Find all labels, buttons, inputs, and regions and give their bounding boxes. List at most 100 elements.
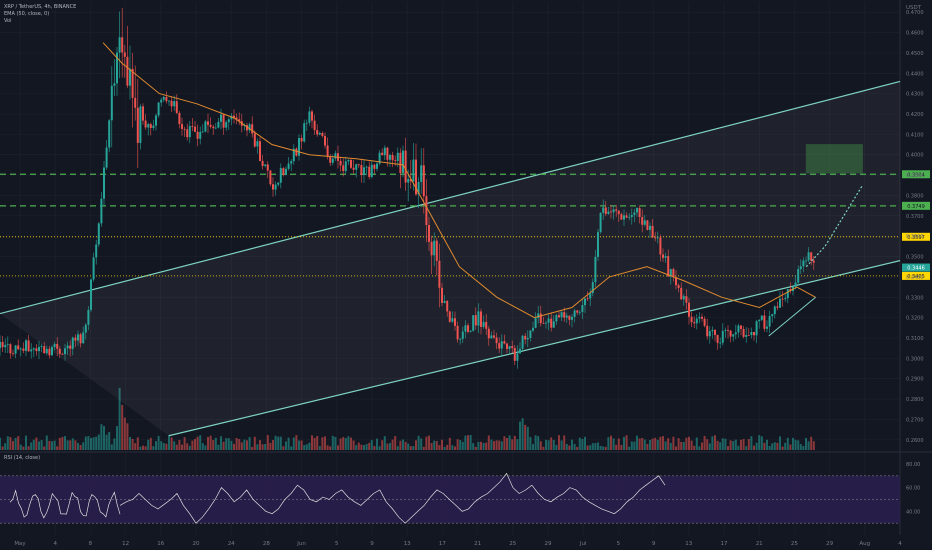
volume-bar [272,440,274,450]
volume-bar [316,435,319,450]
volume-bar [365,444,368,450]
volume-bar [295,435,298,450]
volume-bar [230,440,233,450]
candle-body [534,318,537,328]
candle-body [321,133,324,137]
candle-body [207,121,209,125]
candle-body [0,341,1,349]
volume-bar [737,445,740,450]
candle-body [521,335,524,349]
candle-body [246,125,248,131]
candle-body [355,164,358,170]
volume-bar [760,436,763,450]
candle-body [623,215,625,220]
candle-body [399,152,402,174]
candle-body [688,302,690,317]
candle-body [261,160,264,166]
volume-bar [142,445,144,450]
volume-bar [74,440,77,450]
volume-bar [321,437,324,450]
candle-body [27,340,30,352]
volume-bar [438,445,441,450]
volume-bar [253,436,256,450]
candle-body [30,349,33,352]
candle-body [165,97,168,102]
candle-body [701,316,703,319]
volume-bar [763,442,766,450]
candle-body [638,208,641,217]
rsi-tick-label: 60.00 [906,486,920,492]
volume-bar [682,442,685,450]
candle-body [331,158,334,163]
volume-bar [139,446,142,450]
candle-body [32,348,35,350]
volume-bar [664,441,667,450]
volume-bar [495,440,498,450]
volume-bar [360,444,363,450]
volume-bar [695,437,698,450]
candle-body [160,99,163,103]
volume-bar [19,444,22,450]
volume-bar [516,439,519,450]
volume-bar [152,446,155,450]
volume-bar [500,441,503,450]
candle-body [17,345,20,350]
volume-bar [311,435,313,450]
volume-bar [506,437,508,450]
volume-bar [344,438,347,450]
candle-body [771,314,774,317]
candles [0,7,815,369]
candle-body [698,316,701,319]
volume-bar [178,440,181,450]
volume-bar [727,446,729,450]
candle-body [662,254,664,258]
volume-bar [105,434,108,450]
candle-body [272,184,274,190]
candle-body [9,344,12,354]
volume-bar [64,436,66,450]
time-axis[interactable]: May 4 8 12 16 20 24 28 Jun 5 9 13 17 21 25 29 Jul 5 9 13 17 2… [14,541,902,547]
volume-bar [662,436,664,450]
volume-bar [331,435,334,450]
rsi-tick-label: 80.00 [906,462,920,468]
time-tick-label: 21 [756,541,763,547]
candle-body [708,331,711,337]
candle-body [560,312,563,318]
candle-body [591,282,594,294]
candle-body [131,68,134,98]
time-tick-label: 16 [157,541,164,547]
volume-bar [17,436,20,450]
price-channel[interactable] [0,80,901,437]
candle-body [555,315,558,322]
volume-bar [493,441,495,450]
volume-bar [251,446,254,450]
rsi-path-early [9,489,121,519]
volume-bar [308,442,311,450]
volume-bar [708,443,711,450]
volume-bar [209,435,212,450]
candle-body [438,260,441,288]
price-axis[interactable]: 0.4700 0.4600 0.4500 0.4400 0.4300 0.4200 0.41… [906,5,924,444]
candle-body [194,126,196,132]
support-trendline [768,296,816,337]
candle-body [584,298,586,306]
volume-bar [298,440,300,450]
volume-bar [212,439,215,450]
candle-body [170,100,173,107]
candle-body [233,115,235,118]
candle-body [183,128,186,130]
volume-bar [287,437,290,450]
candle-body [724,330,727,331]
volume-bar [776,442,779,450]
candle-body [71,337,74,349]
candle-body [464,325,467,332]
candle-body [550,318,553,328]
volume-bar [451,445,454,450]
volume-bar [87,436,90,450]
candle-body [461,331,464,339]
candle-body [347,159,350,162]
horizontal-lines[interactable]: 0.3904 0.3749 0.3597 0.3405 0.3446 [0,170,930,280]
projection[interactable] [768,144,864,337]
